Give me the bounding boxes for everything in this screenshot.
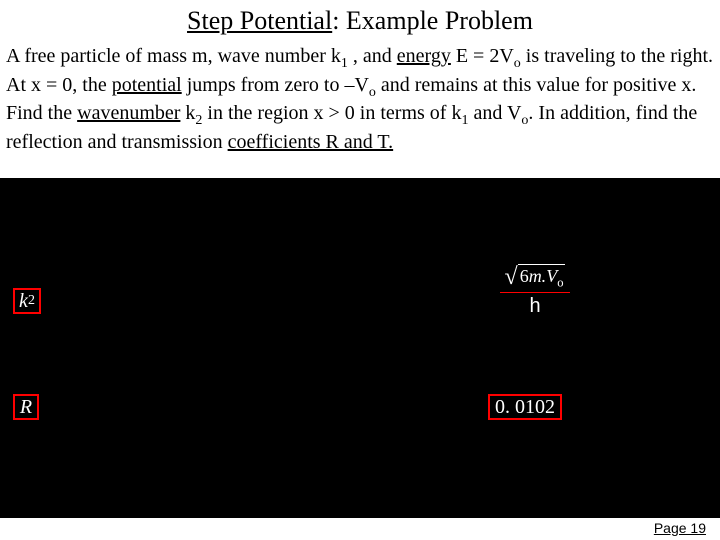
radical-sign: √ xyxy=(505,266,518,288)
rm: m. xyxy=(529,266,547,286)
t: jumps from zero to –V xyxy=(182,74,369,96)
rV: V xyxy=(546,266,557,286)
sub: 1 xyxy=(341,56,348,71)
problem-text: A free particle of mass m, wave number k… xyxy=(0,44,720,161)
t: terms of k xyxy=(380,102,461,124)
t: , and xyxy=(348,45,397,67)
title-rest: : Example Problem xyxy=(332,6,533,35)
work-area xyxy=(0,178,720,518)
t: is traveling xyxy=(521,45,615,67)
ro: o xyxy=(557,276,563,290)
rn: 6 xyxy=(520,266,529,286)
t-und: potential xyxy=(112,74,182,96)
t: A free particle of mass m, wave number k xyxy=(6,45,341,67)
R-sym: R xyxy=(20,396,32,419)
title-underlined: Step Potential xyxy=(187,6,332,35)
slide-title: Step Potential: Example Problem xyxy=(0,0,720,44)
value-text: 0. 0102 xyxy=(495,396,555,419)
t: E = 2V xyxy=(451,45,514,67)
fraction: √ 6m.Vo h xyxy=(490,264,580,317)
sub: o xyxy=(514,56,521,71)
sub: o xyxy=(369,85,376,100)
page-number: Page 19 xyxy=(654,520,706,536)
k2-box: k2 xyxy=(13,288,41,314)
t-und: energy xyxy=(397,45,451,67)
k2-sym: k xyxy=(19,290,28,313)
radicand: 6m.Vo xyxy=(518,264,566,294)
t-und: coefficients R and T. xyxy=(228,131,394,153)
sqrt-numerator: √ 6m.Vo xyxy=(490,264,580,290)
t-und: wavenumber xyxy=(77,102,180,124)
denominator: h xyxy=(490,295,580,317)
t: in the region x > 0 in xyxy=(202,102,375,124)
t: k xyxy=(180,102,195,124)
t: and V xyxy=(468,102,521,124)
value-box: 0. 0102 xyxy=(488,394,562,420)
R-box: R xyxy=(13,394,39,420)
k2-sub: 2 xyxy=(28,293,35,309)
t: and remains at xyxy=(376,74,498,96)
